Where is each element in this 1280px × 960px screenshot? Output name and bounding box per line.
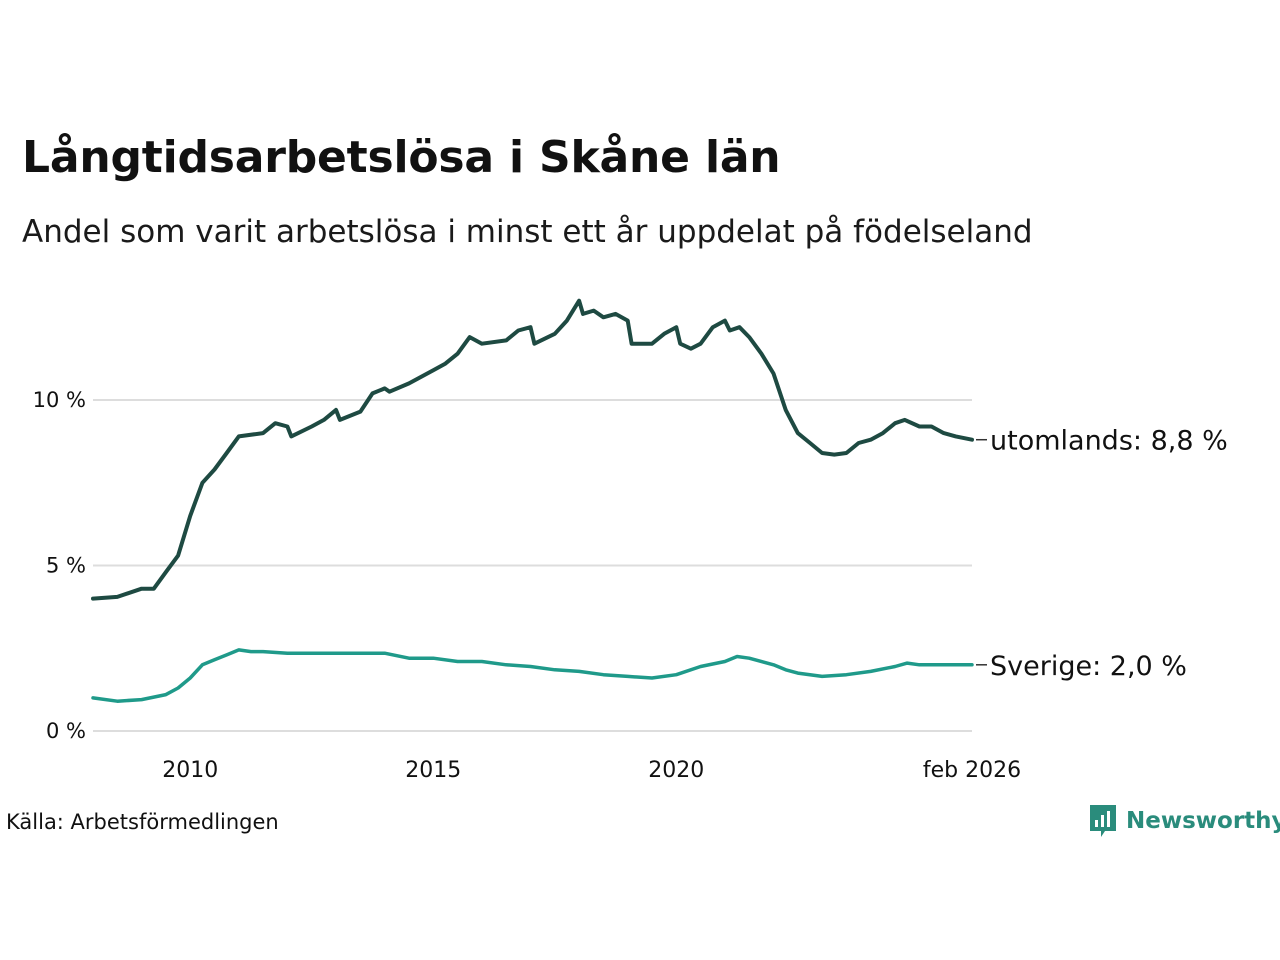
x-tick-label: 2010 bbox=[162, 758, 218, 783]
newsworthy-logo-icon bbox=[1090, 805, 1116, 837]
grid-lines bbox=[93, 399, 972, 732]
series-line-utomlands bbox=[91, 298, 974, 601]
y-axis-ticks: 0 % 5 % 10 % bbox=[33, 388, 86, 743]
y-tick-label: 0 % bbox=[46, 719, 86, 743]
series-end-label-sverige: Sverige: 2,0 % bbox=[990, 651, 1187, 682]
y-tick-label: 5 % bbox=[46, 554, 86, 578]
chart-title: Långtidsarbetslösa i Skåne län bbox=[22, 132, 781, 183]
series-end-labels: utomlands: 8,8 % Sverige: 2,0 % bbox=[976, 426, 1228, 682]
x-tick-label: feb 2026 bbox=[923, 758, 1021, 783]
y-tick-label: 10 % bbox=[33, 388, 86, 412]
series-end-label-utomlands: utomlands: 8,8 % bbox=[990, 426, 1228, 457]
brand-logo[interactable]: Newsworthy bbox=[1088, 803, 1280, 839]
brand-name: Newsworthy bbox=[1126, 808, 1280, 834]
series-line-sverige bbox=[91, 648, 974, 703]
chart-subtitle: Andel som varit arbetslösa i minst ett å… bbox=[22, 214, 1033, 250]
source-note: Källa: Arbetsförmedlingen bbox=[6, 810, 279, 834]
x-tick-label: 2020 bbox=[648, 758, 704, 783]
x-axis-ticks: 2010 2015 2020 feb 2026 bbox=[162, 758, 1021, 783]
x-tick-label: 2015 bbox=[405, 758, 461, 783]
series-lines bbox=[91, 298, 974, 703]
